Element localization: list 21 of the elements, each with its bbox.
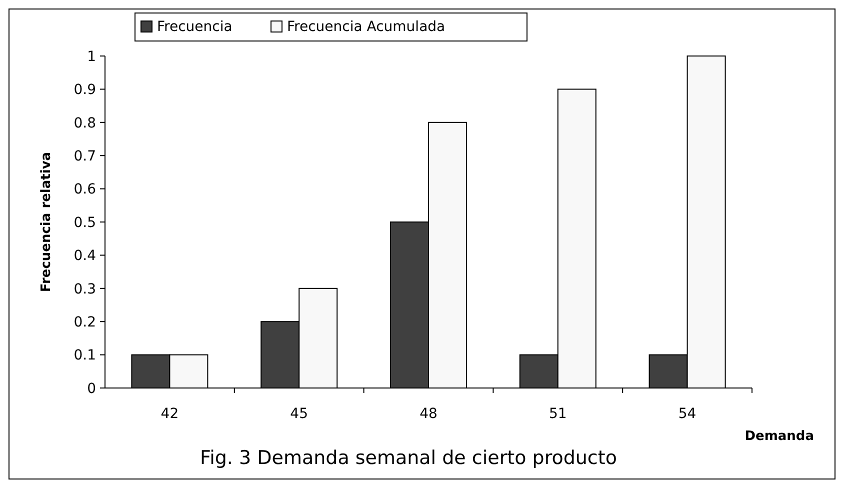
- y-tick-label: 0.2: [74, 314, 96, 330]
- x-tick-label: 45: [290, 406, 308, 422]
- x-axis-title: Demanda: [744, 429, 814, 444]
- y-tick-label: 0.5: [74, 214, 96, 231]
- y-tick-label: 0.8: [74, 115, 96, 132]
- x-tick-label: 51: [548, 406, 567, 422]
- y-tick-label: 0.3: [74, 281, 96, 298]
- x-tick-label: 54: [678, 406, 696, 422]
- y-tick-label: 1: [87, 48, 96, 65]
- legend-label: Frecuencia: [157, 19, 232, 35]
- y-tick-label: 0.9: [74, 82, 96, 98]
- text: Fig. 3 Demanda semanal de cierto producto: [200, 447, 617, 469]
- x-tick-label: 42: [160, 406, 179, 422]
- y-tick-label: 0.7: [74, 148, 96, 164]
- y-axis-title: Frecuencia relativa: [39, 152, 54, 292]
- x-tick-label: 48: [420, 406, 438, 422]
- y-tick-label: 0: [87, 380, 96, 397]
- y-tick-label: 0.6: [74, 182, 96, 198]
- y-tick-label: 0.1: [74, 348, 96, 364]
- y-tick-label: 0.4: [74, 248, 96, 264]
- legend-label: Frecuencia Acumulada: [287, 19, 446, 35]
